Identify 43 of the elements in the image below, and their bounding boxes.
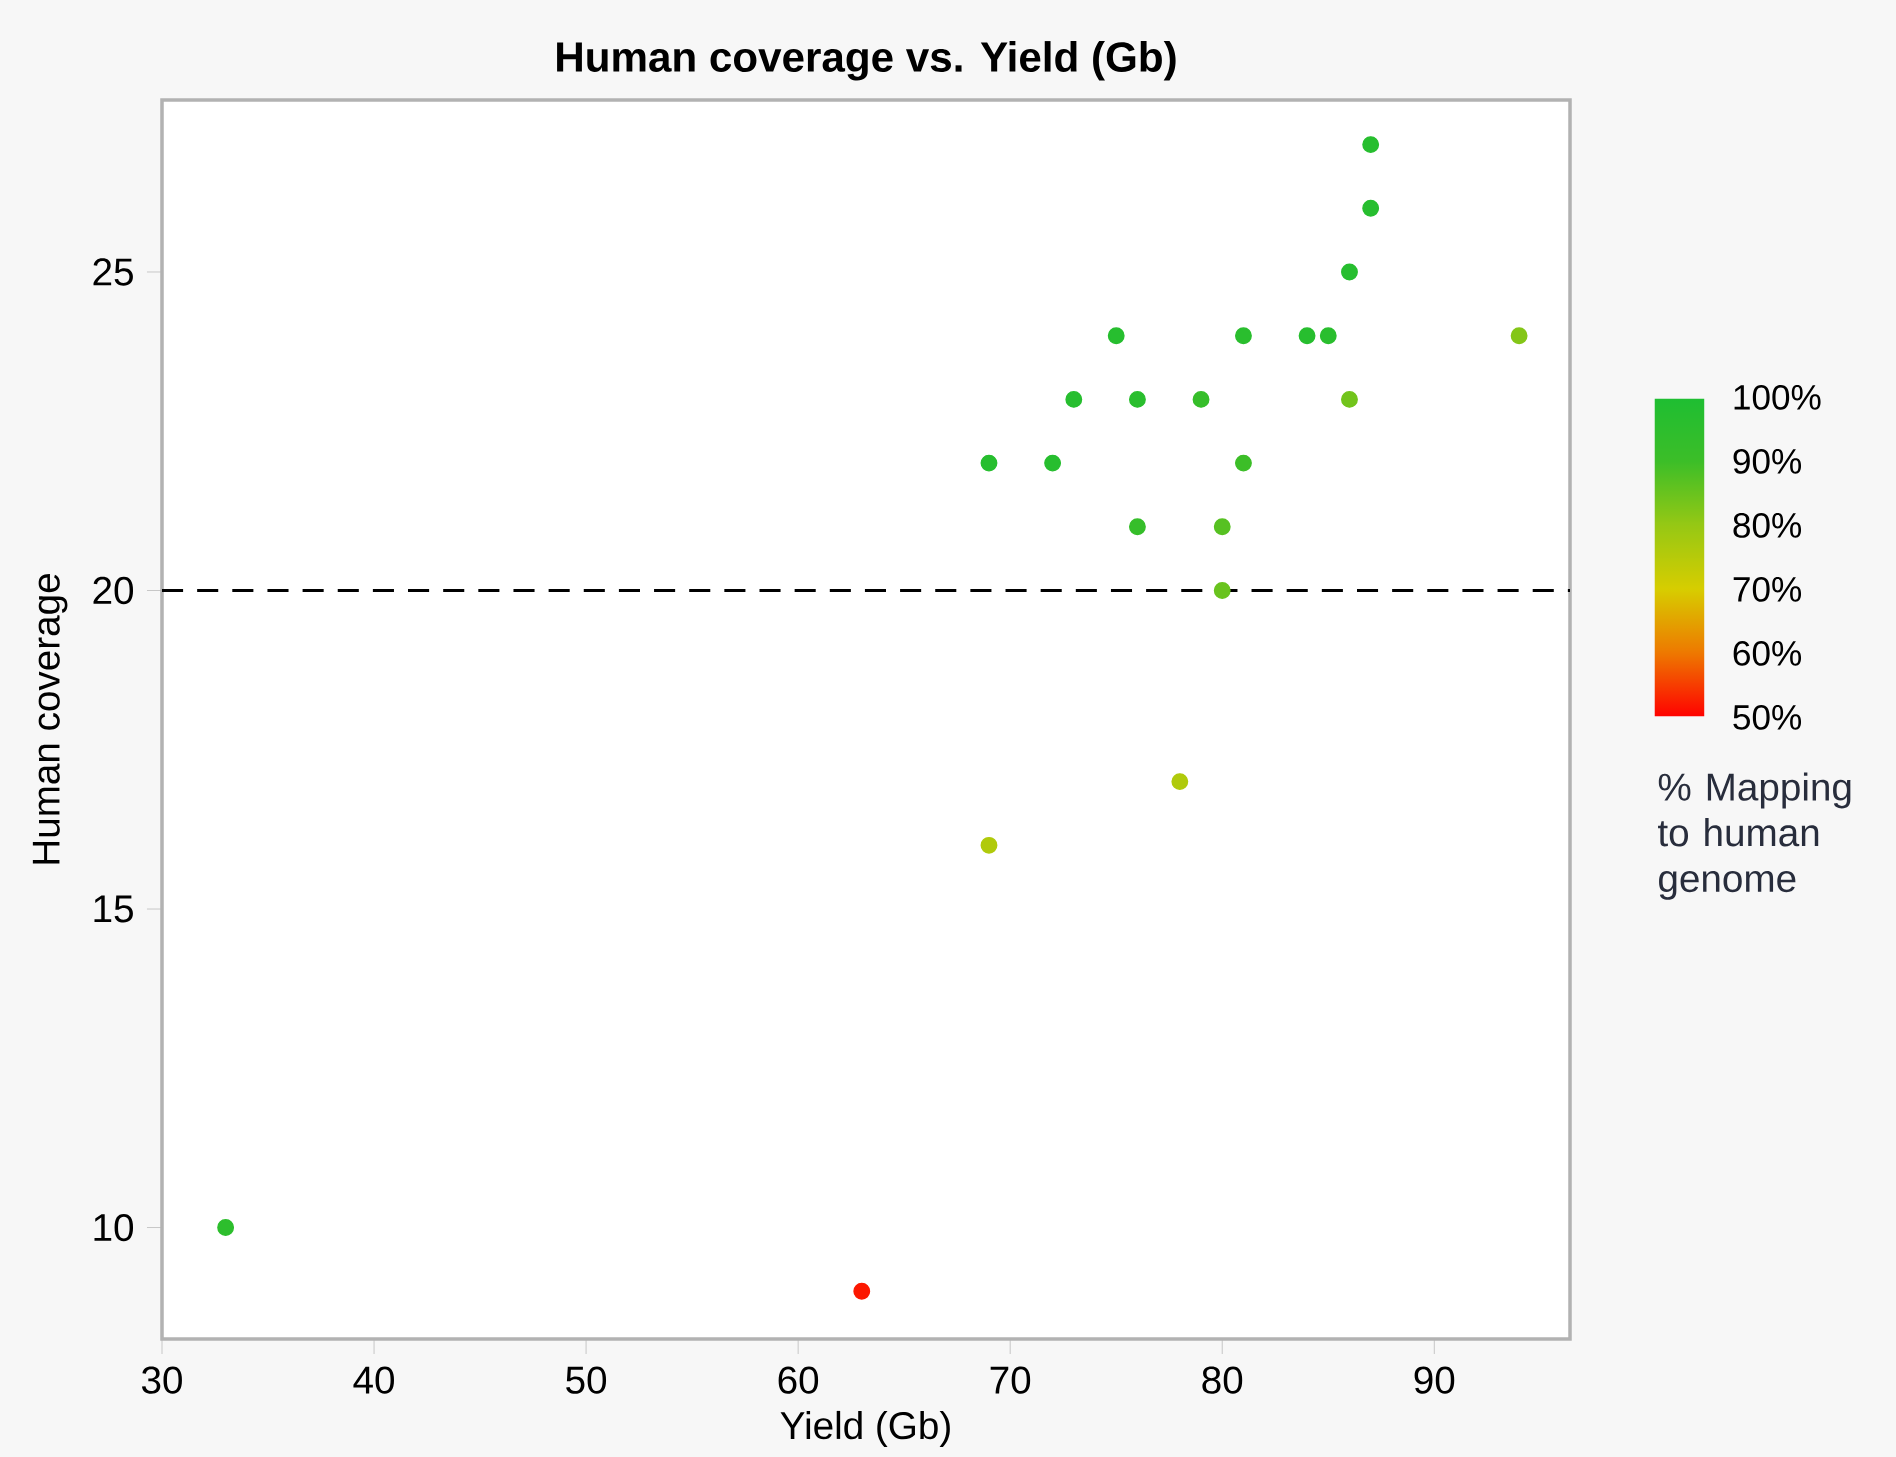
color-bar-label: 50% bbox=[1733, 704, 1802, 730]
point bbox=[1298, 327, 1316, 345]
point bbox=[1107, 327, 1125, 345]
y-axis-title: Human coverage bbox=[32, 574, 68, 864]
color-bar-label: 90% bbox=[1733, 448, 1802, 474]
x-tick-label: 60 bbox=[778, 1366, 819, 1394]
x-tick-label: 80 bbox=[1202, 1366, 1243, 1394]
point bbox=[1213, 582, 1231, 599]
point bbox=[1128, 518, 1146, 536]
x-tick-label: 30 bbox=[141, 1366, 182, 1394]
point bbox=[1341, 390, 1358, 408]
color-bar-title: % Mapping to human genome bbox=[1658, 772, 1851, 900]
y-tick-label: 15 bbox=[94, 895, 133, 923]
x-tick-label: 40 bbox=[353, 1366, 394, 1394]
point bbox=[1171, 773, 1189, 791]
point bbox=[1235, 454, 1252, 472]
point bbox=[1128, 390, 1146, 408]
x-tick-label: 50 bbox=[566, 1366, 607, 1394]
point bbox=[853, 1282, 871, 1300]
x-tick-label: 90 bbox=[1414, 1366, 1455, 1394]
color-bar-label: 60% bbox=[1733, 640, 1802, 666]
point bbox=[1192, 390, 1210, 408]
x-axis-title: Yield (Gb) bbox=[780, 1410, 950, 1447]
point bbox=[980, 836, 998, 854]
point bbox=[980, 454, 998, 472]
point bbox=[1362, 136, 1380, 154]
color-bar-label: 70% bbox=[1733, 576, 1802, 602]
y-tick-label: 25 bbox=[93, 258, 133, 286]
point bbox=[1319, 327, 1337, 345]
point bbox=[1213, 518, 1231, 536]
point bbox=[1341, 263, 1358, 281]
point bbox=[1362, 199, 1380, 217]
chart-title: Human coverage vs. Yield (Gb) bbox=[557, 41, 1176, 81]
color-bar-label: 100% bbox=[1734, 384, 1821, 410]
point bbox=[1510, 327, 1528, 345]
y-tick-label: 20 bbox=[93, 576, 134, 605]
point bbox=[1235, 327, 1252, 345]
x-tick-label: 70 bbox=[990, 1366, 1031, 1394]
color-bar-label: 80% bbox=[1733, 512, 1802, 538]
y-tick-label: 10 bbox=[94, 1213, 134, 1242]
point bbox=[217, 1219, 235, 1236]
point bbox=[1044, 454, 1062, 472]
point bbox=[1065, 390, 1083, 408]
